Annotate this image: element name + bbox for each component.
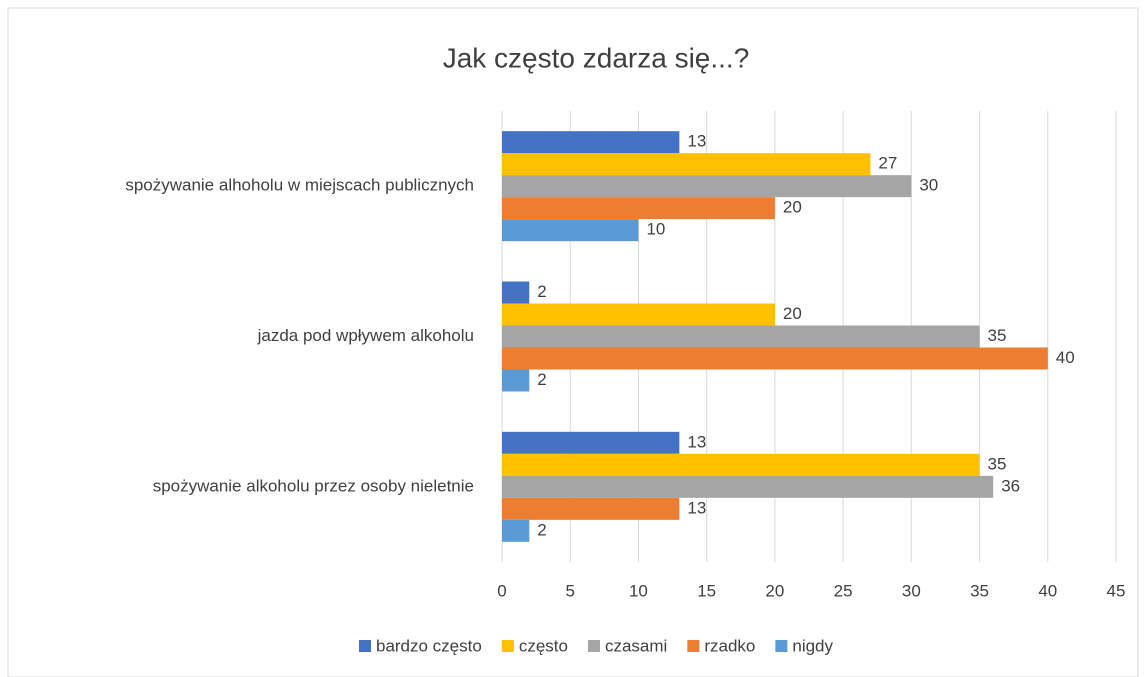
y-tick-label: spożywanie alhoholu w miejscach publiczn… <box>125 176 474 195</box>
bar <box>502 519 530 542</box>
y-tick-label: jazda pod wpływem alkoholu <box>257 326 474 345</box>
legend-label: czasami <box>605 636 667 655</box>
bar <box>502 303 775 326</box>
bar <box>502 431 680 454</box>
chart-title: Jak często zdarza się...? <box>443 42 750 73</box>
data-label: 35 <box>988 326 1007 345</box>
x-tick-label: 20 <box>765 581 784 600</box>
data-label: 13 <box>687 432 706 451</box>
x-tick-label: 45 <box>1107 581 1126 600</box>
data-label: 2 <box>537 520 546 539</box>
x-tick-label: 10 <box>629 581 648 600</box>
legend-label: nigdy <box>792 636 833 655</box>
bar <box>502 475 994 498</box>
x-tick-label: 40 <box>1038 581 1057 600</box>
legend-swatch <box>775 640 788 652</box>
legend-swatch <box>501 640 514 652</box>
x-tick-label: 25 <box>834 581 853 600</box>
data-label: 2 <box>537 370 546 389</box>
bar <box>502 153 871 176</box>
data-label: 35 <box>988 454 1007 473</box>
x-tick-label: 5 <box>565 581 574 600</box>
data-label: 30 <box>919 176 938 195</box>
bar <box>502 219 639 242</box>
data-label: 13 <box>687 132 706 151</box>
data-label: 20 <box>783 198 802 217</box>
bar <box>502 281 530 304</box>
legend-swatch <box>587 640 600 652</box>
bar <box>502 369 530 392</box>
x-tick-label: 0 <box>497 581 506 600</box>
data-label: 10 <box>646 220 665 239</box>
bar <box>502 197 775 220</box>
bar <box>502 453 980 476</box>
data-label: 13 <box>687 498 706 517</box>
legend-label: często <box>519 636 568 655</box>
data-label: 27 <box>878 154 897 173</box>
data-label: 2 <box>537 282 546 301</box>
x-tick-label: 35 <box>970 581 989 600</box>
x-tick-label: 30 <box>902 581 921 600</box>
legend-swatch <box>358 640 371 652</box>
bar <box>502 175 912 198</box>
data-label: 36 <box>1001 476 1020 495</box>
bar <box>502 325 980 348</box>
y-tick-label: spożywanie alkoholu przez osoby nieletni… <box>153 476 474 495</box>
bar <box>502 497 680 520</box>
data-label: 20 <box>783 304 802 323</box>
legend-label: rzadko <box>704 636 755 655</box>
data-label: 40 <box>1056 348 1075 367</box>
x-tick-label: 15 <box>697 581 716 600</box>
bar <box>502 347 1048 370</box>
legend-label: bardzo często <box>376 636 482 655</box>
bar <box>502 131 680 154</box>
legend-swatch <box>687 640 700 652</box>
